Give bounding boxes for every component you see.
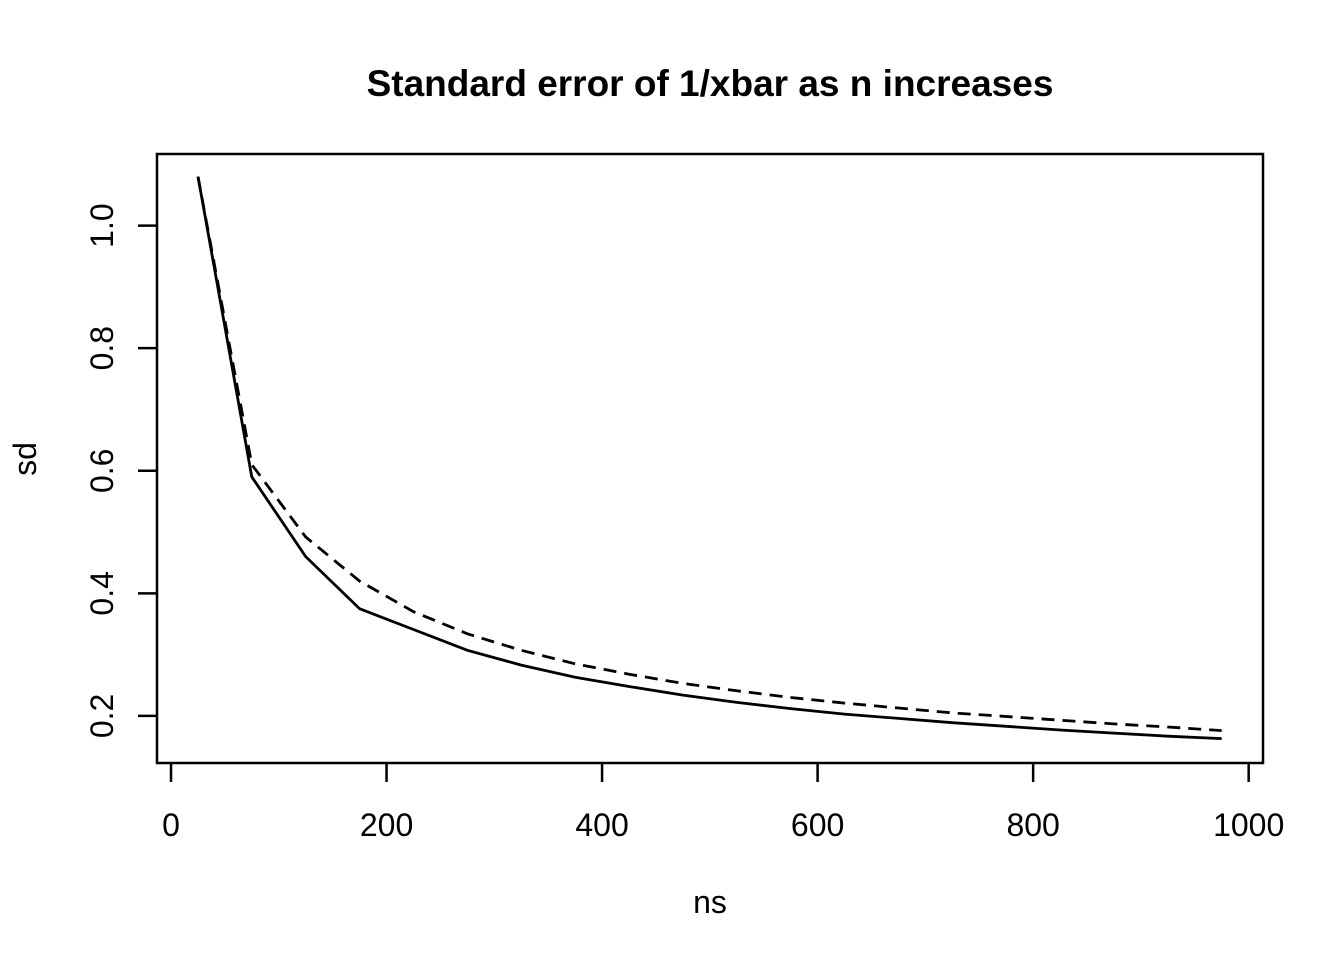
plot-box	[155, 152, 1265, 765]
x-tick-label: 800	[1006, 807, 1059, 843]
y-tick-label: 0.2	[84, 694, 120, 738]
x-tick-label: 200	[360, 807, 413, 843]
series-lines	[196, 176, 1222, 740]
y-tick-label: 0.4	[84, 571, 120, 615]
y-tick-label: 0.6	[84, 449, 120, 493]
x-tick-label: 1000	[1213, 807, 1284, 843]
x-axis-label: ns	[693, 884, 727, 920]
plot-title: Standard error of 1/xbar as n increases	[367, 63, 1054, 104]
y-axis-tick-labels: 0.2 0.4 0.6 0.8 1.0	[84, 203, 120, 738]
y-axis-label: sd	[7, 442, 43, 476]
y-tick-label: 0.8	[84, 326, 120, 370]
series-line-solid	[196, 176, 1222, 740]
x-axis-ticks	[169, 763, 1250, 782]
x-axis-tick-labels: 0 200 400 600 800 1000	[162, 807, 1284, 843]
x-tick-label: 400	[575, 807, 628, 843]
y-tick-label: 1.0	[84, 203, 120, 247]
series-line-dashed	[196, 176, 1222, 732]
x-tick-label: 600	[791, 807, 844, 843]
y-axis-ticks	[138, 224, 157, 718]
x-tick-label: 0	[162, 807, 180, 843]
